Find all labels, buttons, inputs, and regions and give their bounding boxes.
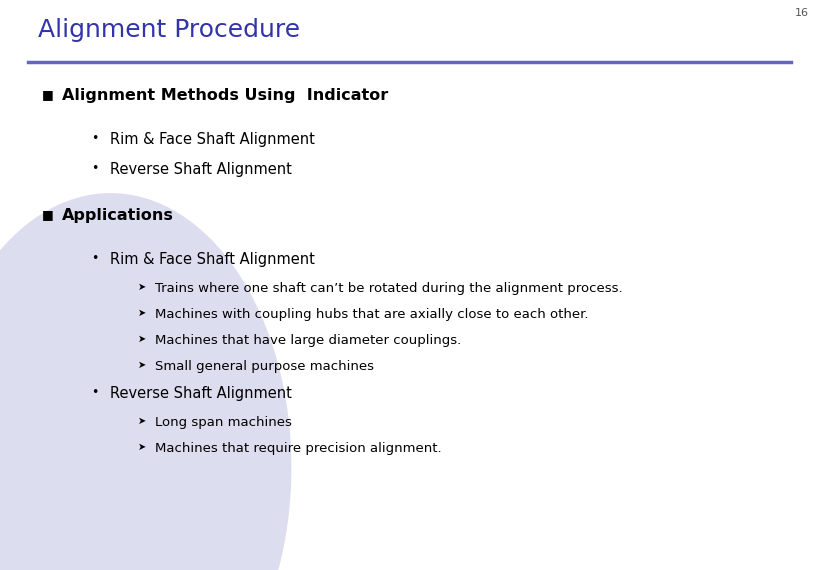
Text: 16: 16: [795, 8, 809, 18]
Text: Reverse Shaft Alignment: Reverse Shaft Alignment: [110, 386, 292, 401]
Text: ➤: ➤: [138, 360, 146, 370]
Text: ➤: ➤: [138, 308, 146, 318]
Text: Trains where one shaft can’t be rotated during the alignment process.: Trains where one shaft can’t be rotated …: [155, 282, 622, 295]
Text: Alignment Procedure: Alignment Procedure: [38, 18, 300, 42]
Text: •: •: [91, 386, 98, 399]
Text: ■: ■: [42, 208, 54, 221]
Text: •: •: [91, 132, 98, 145]
Text: Alignment Methods Using  Indicator: Alignment Methods Using Indicator: [62, 88, 388, 103]
Text: Rim & Face Shaft Alignment: Rim & Face Shaft Alignment: [110, 252, 314, 267]
Text: ➤: ➤: [138, 282, 146, 292]
Text: Machines with coupling hubs that are axially close to each other.: Machines with coupling hubs that are axi…: [155, 308, 589, 321]
Text: Machines that require precision alignment.: Machines that require precision alignmen…: [155, 442, 441, 455]
Text: Applications: Applications: [62, 208, 174, 223]
Text: Reverse Shaft Alignment: Reverse Shaft Alignment: [110, 162, 292, 177]
Text: •: •: [91, 252, 98, 265]
Text: Small general purpose machines: Small general purpose machines: [155, 360, 374, 373]
Text: ➤: ➤: [138, 416, 146, 426]
Text: Rim & Face Shaft Alignment: Rim & Face Shaft Alignment: [110, 132, 314, 147]
Text: Long span machines: Long span machines: [155, 416, 292, 429]
Text: ■: ■: [42, 88, 54, 101]
Ellipse shape: [0, 194, 291, 570]
Text: ➤: ➤: [138, 442, 146, 452]
Text: Machines that have large diameter couplings.: Machines that have large diameter coupli…: [155, 334, 461, 347]
Text: ➤: ➤: [138, 334, 146, 344]
Text: •: •: [91, 162, 98, 175]
